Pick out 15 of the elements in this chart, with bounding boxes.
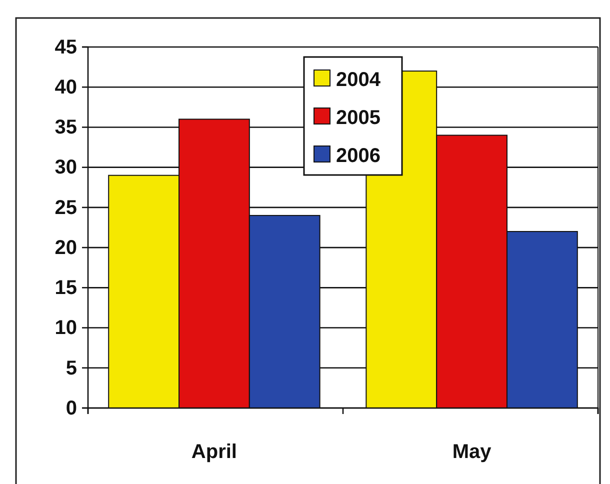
legend-label: 2005 — [336, 107, 380, 129]
y-tick-label: 5 — [66, 357, 77, 380]
legend-label: 2006 — [336, 145, 380, 167]
y-tick-label: 10 — [54, 317, 77, 340]
x-tick-label: April — [191, 441, 237, 463]
y-tick-label: 45 — [54, 36, 77, 58]
y-tick-label: 35 — [54, 116, 77, 139]
x-tick-label: May — [452, 441, 492, 463]
y-tick-label: 30 — [54, 156, 77, 179]
y-tick-label: 40 — [54, 76, 77, 99]
legend-label: 2004 — [336, 69, 382, 91]
y-tick-label: 0 — [66, 397, 77, 420]
y-tick-label: 25 — [54, 196, 77, 219]
y-tick-label: 20 — [54, 236, 77, 259]
y-tick-label: 15 — [54, 277, 77, 300]
